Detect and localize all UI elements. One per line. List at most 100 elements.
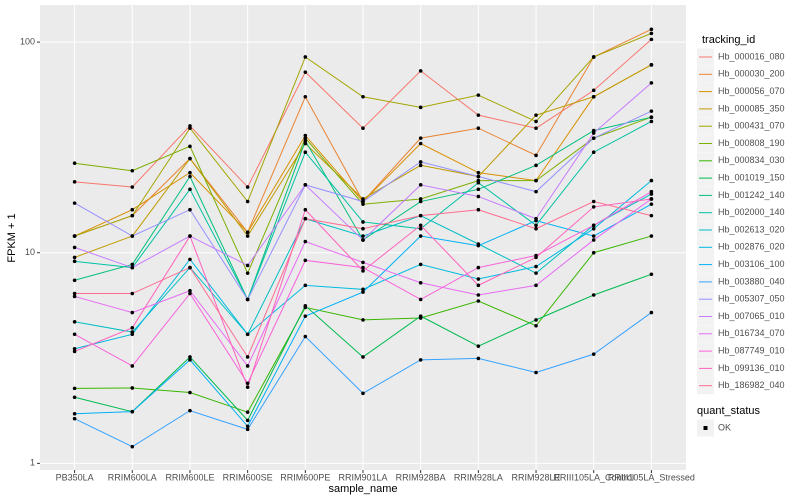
- data-point: [591, 223, 596, 228]
- data-point: [476, 293, 481, 297]
- data-point: [361, 202, 365, 206]
- data-point: [245, 185, 250, 189]
- data-point: [534, 271, 538, 275]
- data-point: [245, 418, 250, 423]
- data-point: [591, 94, 596, 99]
- data-point: [303, 150, 308, 155]
- data-point: [130, 326, 135, 330]
- legend-label: OK: [718, 422, 731, 432]
- x-tick-label: RRIM600LA: [108, 472, 157, 482]
- data-point: [72, 255, 77, 260]
- legend-label: Hb_002876_020: [718, 242, 785, 252]
- data-point: [188, 144, 192, 149]
- y-axis-label: FPKM + 1: [6, 213, 18, 262]
- legend-label: Hb_000056_070: [718, 86, 785, 96]
- data-point: [534, 223, 538, 228]
- data-point: [649, 310, 654, 315]
- data-point: [130, 291, 135, 296]
- legend-label: Hb_087749_010: [718, 345, 785, 355]
- data-point: [361, 234, 365, 238]
- data-point: [418, 199, 423, 204]
- data-point: [303, 207, 308, 212]
- data-point: [649, 27, 654, 32]
- data-point: [476, 170, 481, 175]
- data-point: [418, 197, 423, 201]
- data-point: [476, 207, 481, 212]
- data-point: [418, 314, 423, 318]
- x-tick-label: PB350LA: [56, 472, 94, 482]
- data-point: [72, 386, 77, 391]
- data-point: [649, 109, 654, 113]
- data-point: [649, 213, 654, 218]
- data-point: [130, 409, 135, 414]
- data-point: [534, 283, 538, 288]
- x-tick-label: RRIM600LE: [165, 472, 214, 482]
- data-point: [245, 385, 250, 389]
- data-point: [361, 94, 365, 99]
- data-point: [72, 180, 77, 184]
- data-point: [72, 245, 77, 250]
- legend-label: Hb_000808_190: [718, 138, 785, 148]
- data-point: [649, 178, 654, 183]
- data-point: [72, 278, 77, 283]
- data-point: [72, 201, 77, 205]
- data-point: [476, 243, 481, 248]
- data-point: [188, 358, 192, 362]
- data-point: [130, 262, 135, 267]
- data-point: [476, 187, 481, 192]
- data-point: [72, 161, 77, 166]
- data-point: [418, 223, 423, 228]
- data-point: [534, 255, 538, 260]
- data-point: [72, 259, 77, 264]
- data-point: [418, 183, 423, 187]
- data-point: [591, 234, 596, 238]
- data-point: [130, 444, 135, 449]
- data-point: [303, 70, 308, 74]
- legend-label: Hb_000431_070: [718, 121, 785, 131]
- data-point: [188, 156, 192, 161]
- data-point: [476, 174, 481, 179]
- data-point: [591, 55, 596, 59]
- data-point: [130, 364, 135, 368]
- data-point: [188, 234, 192, 238]
- data-point: [130, 185, 135, 189]
- data-point: [534, 226, 538, 231]
- x-tick-label: RRIM600SE: [223, 472, 273, 482]
- legend-title: tracking_id: [702, 34, 755, 46]
- data-point: [188, 288, 192, 293]
- x-axis-label: sample_name: [328, 483, 397, 495]
- shape-legend-title: quant_status: [697, 405, 760, 417]
- data-point: [476, 113, 481, 117]
- data-point: [303, 141, 308, 146]
- data-point: [476, 93, 481, 97]
- data-point: [418, 358, 423, 362]
- legend-label: Hb_005307_050: [718, 294, 785, 304]
- legend-label: Hb_001242_140: [718, 190, 785, 200]
- data-point: [245, 410, 250, 414]
- data-point: [476, 299, 481, 303]
- data-point: [418, 163, 423, 168]
- data-point: [72, 346, 77, 351]
- data-point: [476, 180, 481, 185]
- data-point: [649, 197, 654, 201]
- data-point: [303, 283, 308, 288]
- legend-label: Hb_000016_080: [718, 51, 785, 61]
- data-point: [188, 170, 192, 175]
- data-point: [72, 416, 77, 421]
- data-point: [188, 257, 192, 262]
- data-point: [534, 264, 538, 269]
- data-point: [649, 272, 654, 277]
- data-point: [188, 174, 192, 179]
- data-point: [418, 69, 423, 73]
- data-point: [245, 332, 250, 337]
- data-point: [361, 226, 365, 231]
- data-point: [303, 216, 308, 221]
- data-point: [534, 126, 538, 131]
- data-point: [361, 126, 365, 131]
- data-point: [476, 344, 481, 348]
- data-point: [649, 37, 654, 42]
- data-point: [245, 297, 250, 302]
- data-point: [361, 290, 365, 294]
- legend-label: Hb_186982_040: [718, 380, 785, 390]
